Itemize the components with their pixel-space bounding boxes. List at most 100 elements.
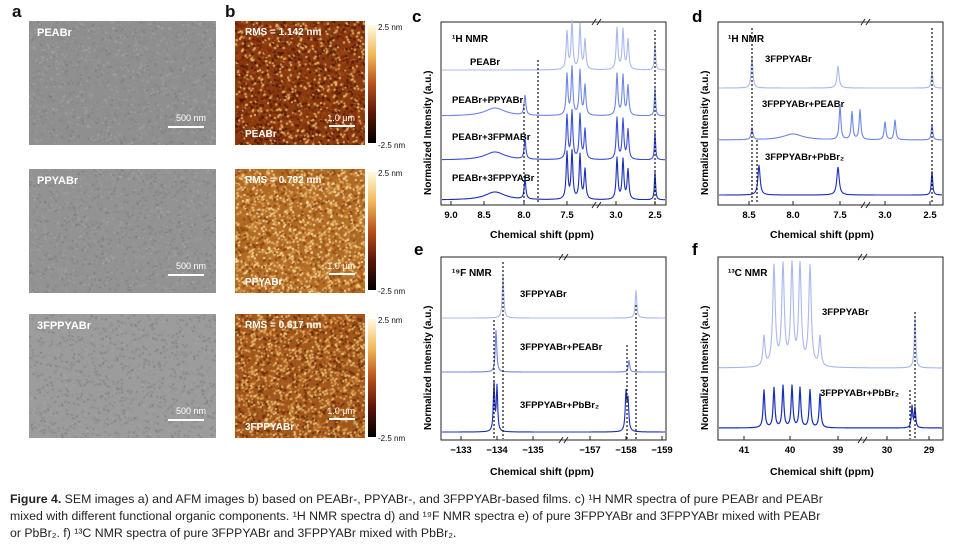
x-tick-label: −158 [615,445,636,456]
afm-label: PEABr [245,129,277,140]
scalebar-label: 500 nm [175,406,206,416]
y-axis-label: Normalized Intensity (a.u.) [700,306,711,430]
caption-line-1: SEM images a) and AFM images b) based on… [64,492,823,506]
rms-value: RMS = 1.142 nm [245,27,322,38]
trace-label: 3FPPYABr+PbBr₂ [520,400,599,411]
spectrum-trace [442,19,665,71]
scalebar [329,273,355,275]
scalebar-label: 1.0 μm [327,261,355,271]
trace-label: PEABr [470,57,500,68]
y-axis-label: Normalized Intensity (a.u.) [700,71,711,195]
sem-label: 3FPPYABr [37,320,92,332]
spectrum-trace [442,109,665,161]
panel-letter-b: b [225,2,236,21]
spectrum-trace [719,384,942,429]
scalebar [329,418,355,420]
trace-label: 3FPPYABr [822,307,869,318]
y-axis-label: Normalized Intensity (a.u.) [423,71,434,195]
x-tick-label: −133 [450,445,471,456]
x-tick-label: 2.5 [923,210,937,221]
nmr-type: ¹H NMR [728,34,765,45]
sem-label: PEABr [37,27,72,39]
caption-line-3: or PbBr₂. f) ¹³C NMR spectra of pure 3FP… [10,526,457,540]
x-tick-label: 7.5 [833,210,847,221]
x-tick-label: 40 [785,445,796,456]
scalebar [329,125,355,127]
panel-c: c ¹H NMR Normalized Intensity (a.u.) Che… [412,7,667,241]
trace-label: PEABr+3FPPYABr [452,173,535,184]
axis-break [558,253,569,261]
scalebar [168,274,204,276]
x-axis-label: Chemical shift (ppm) [770,466,874,478]
nmr-figure: c ¹H NMR Normalized Intensity (a.u.) Che… [412,7,944,478]
x-tick-label: 9.0 [444,210,457,221]
spectrum-trace [719,55,942,89]
colorbar-min: -2.5 nm [378,287,406,296]
panel-d: d ¹H NMR Normalized Intensity (a.u.) Che… [692,7,944,241]
trace-label: PEABr+3FPMABr [452,132,531,143]
trace-label: 3FPPYABr+PbBr₂ [765,152,844,163]
x-tick-label: 3.0 [609,210,622,221]
scalebar [168,126,204,128]
x-tick-label: 7.5 [560,210,574,221]
x-tick-label: 8.0 [517,210,530,221]
x-tick-label: 8.0 [786,210,799,221]
nmr-type: ¹³C NMR [728,268,768,279]
afm-image-peabr: RMS = 1.142 nm PEABr 1.0 μm [235,21,365,145]
caption-label: Figure 4. [10,492,62,506]
panel-e: e ¹⁹F NMR Normalized Intensity (a.u.) Ch… [414,240,673,478]
axis-break [591,201,602,209]
x-tick-label: 3.0 [878,210,891,221]
axis-break [591,18,602,26]
sem-image-3fppyabr: 3FPPYABr 500 nm [29,314,216,438]
x-tick-label: −134 [486,445,508,456]
x-tick-label: −159 [651,445,672,456]
x-axis-label: Chemical shift (ppm) [770,229,874,241]
x-tick-label: −157 [579,445,600,456]
colorbar-max: 2.5 nm [378,316,403,325]
sem-label: PPYABr [37,175,79,187]
trace-label: 3FPPYABr [765,54,812,65]
rms-value: RMS = 0.617 nm [245,320,322,331]
spectrum-trace [442,275,665,319]
spectrum-trace [719,164,942,196]
spectrum-trace [442,380,665,433]
colorbar [368,172,376,290]
figure-caption: Figure 4. SEM images a) and AFM images b… [10,491,960,542]
axis-break [558,436,569,444]
x-axis-label: Chemical shift (ppm) [490,466,594,478]
scalebar-label: 500 nm [175,113,206,123]
afm-image-ppyabr: RMS = 0.792 nm PPYABr 1.0 μm [235,169,365,293]
trace-label: 3FPPYABr+PbBr₂ [820,388,899,399]
spectrum-trace [719,260,942,369]
x-tick-label: 8.5 [477,210,491,221]
scalebar-label: 1.0 μm [327,406,355,416]
spectrum-trace [442,65,665,117]
x-tick-label: 8.5 [742,210,756,221]
nmr-type: ¹H NMR [452,34,489,45]
axis-break [860,18,871,26]
axis-break [857,436,868,444]
afm-label: PPYABr [245,277,283,288]
axis-break [857,253,868,261]
colorbar-max: 2.5 nm [378,23,403,32]
afm-label: 3FPPYABr [245,422,295,433]
panel-letter-a: a [12,2,22,21]
colorbar [368,319,376,437]
nmr-type: ¹⁹F NMR [452,268,493,279]
scalebar-label: 1.0 μm [327,113,355,123]
panel-letter-d: d [692,7,702,26]
x-tick-label: 30 [882,445,893,456]
trace-label: 3FPPYABr+PEABr [520,342,603,353]
x-tick-label: 2.5 [648,210,662,221]
scalebar-label: 500 nm [175,261,206,271]
spectrum-trace [442,329,665,373]
colorbar-min: -2.5 nm [378,434,406,443]
sem-image-peabr: PEABr 500 nm [29,21,216,145]
spectrum-trace [719,104,942,141]
trace-label: 3FPPYABr [520,289,567,300]
caption-line-2: mixed with different functional organic … [10,509,821,523]
sem-image-ppyabr: PPYABr 500 nm [29,169,216,293]
x-tick-label: 39 [833,445,844,456]
axis-break [860,201,871,209]
